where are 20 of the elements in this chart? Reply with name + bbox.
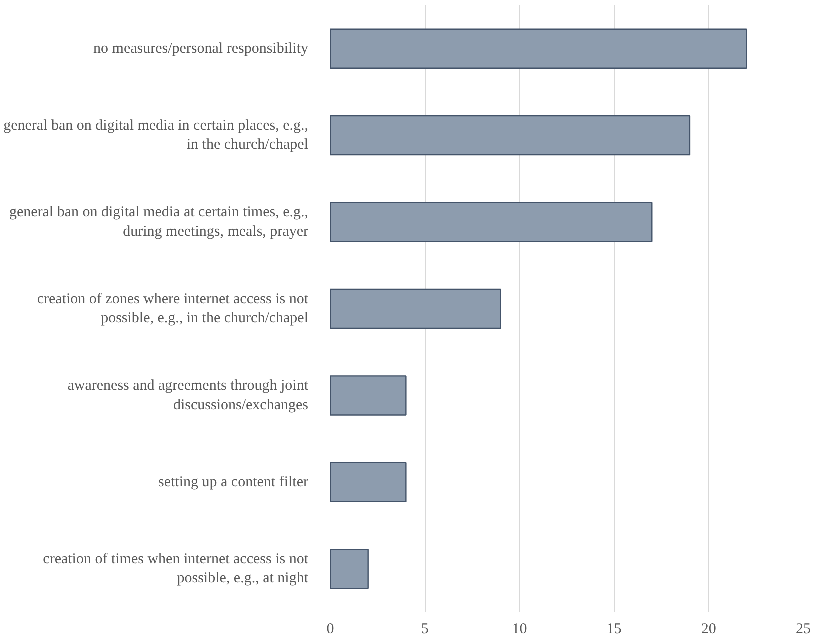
x-tick-label: 25 [796,622,811,636]
bar [330,202,653,242]
y-tick-label: creation of times when internet access is not possible, e.g., at night [43,552,310,587]
bar [330,288,502,330]
bar [330,376,407,416]
bar [330,549,369,590]
y-tick-label: general ban on digital media at certain times, e.g., during meetings, meals, prayer [9,204,309,240]
x-tick-label: 10 [512,622,528,636]
y-tick-label: no measures/personal responsibility [94,40,309,57]
y-tick-label: setting up a content filter [158,474,309,490]
y-tick-label: general ban on digital media in certain places, e.g., in the church/chapel [4,118,309,154]
x-tick-label: 0 [326,622,334,636]
y-tick-label: creation of zones where internet access is not possible, e.g., in the church/chapel [37,291,310,327]
x-tick-label: 20 [701,622,716,636]
bar [330,28,748,69]
x-tick-label: 15 [606,622,622,636]
bar [330,462,407,503]
x-tick-label: 5 [421,622,429,636]
y-tick-label: awareness and agreements through joint discussions/exchanges [68,378,310,414]
bar [330,115,691,156]
